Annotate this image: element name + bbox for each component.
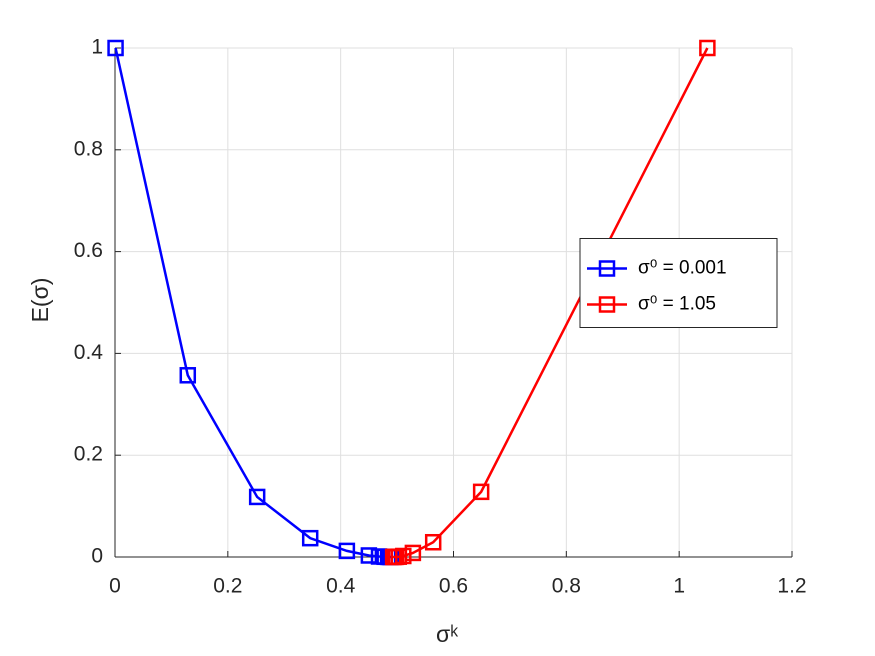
point-marker — [360, 547, 378, 564]
point-marker — [179, 367, 197, 384]
legend-marker — [598, 296, 616, 313]
x-tick-label: 0.6 — [439, 575, 468, 598]
y-tick-label: 1 — [91, 36, 103, 59]
x-tick-label: 0 — [109, 575, 121, 598]
point-marker — [248, 488, 266, 506]
y-tick-label: 0.6 — [74, 239, 103, 262]
point-marker — [338, 542, 356, 560]
x-tick-label: 1.2 — [777, 575, 806, 598]
x-tick-label: 0.8 — [552, 575, 581, 598]
x-axis-label: σᵏ — [436, 621, 458, 647]
legend-label: σ⁰ = 1.05 — [638, 294, 716, 315]
y-axis-label: E(σ) — [27, 278, 53, 323]
y-tick-label: 0 — [91, 545, 103, 568]
point-marker — [301, 529, 319, 547]
y-tick-label: 0.4 — [74, 341, 104, 364]
point-marker — [424, 533, 442, 551]
y-tick-label: 0.2 — [74, 443, 103, 466]
point-marker — [107, 39, 124, 57]
y-tick-label: 0.8 — [74, 137, 103, 160]
x-tick-label: 0.4 — [326, 575, 356, 598]
point-marker — [472, 483, 490, 501]
point-marker — [384, 548, 402, 566]
series-line — [114, 47, 391, 559]
legend-label: σ⁰ = 0.001 — [638, 258, 727, 279]
x-tick-label: 1 — [673, 575, 685, 598]
point-marker — [699, 39, 716, 57]
x-tick-label: 0.2 — [213, 575, 242, 598]
legend-marker — [598, 260, 616, 277]
